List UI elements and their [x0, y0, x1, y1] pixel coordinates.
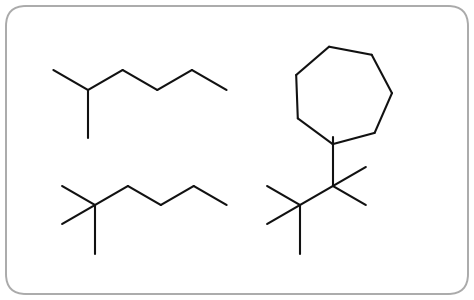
FancyBboxPatch shape [6, 6, 468, 294]
